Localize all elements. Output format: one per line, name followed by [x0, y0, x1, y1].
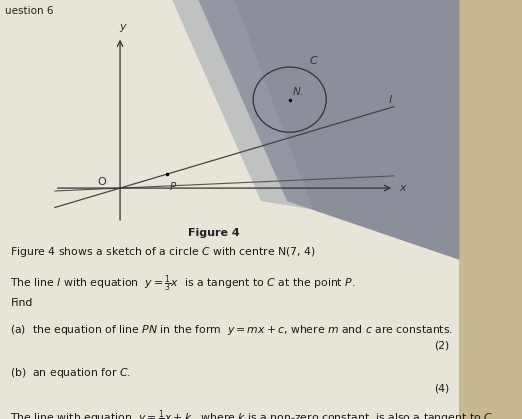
Text: (a)  the equation of line $PN$ in the form  $y = mx + c$, where $m$ and $c$ are : (a) the equation of line $PN$ in the for… [10, 323, 454, 337]
Polygon shape [198, 0, 459, 260]
FancyBboxPatch shape [459, 0, 522, 419]
Text: y: y [120, 22, 126, 32]
Text: The line with equation  $y = \frac{1}{3}x + k$,  where $k$ is a non-zero constan: The line with equation $y = \frac{1}{3}x… [10, 409, 496, 419]
Text: P: P [169, 182, 175, 192]
Text: N.: N. [292, 87, 303, 97]
Text: (2): (2) [434, 341, 449, 351]
Text: Find: Find [10, 298, 33, 308]
Text: (4): (4) [434, 383, 449, 393]
Text: C: C [310, 56, 317, 66]
Text: (b)  an equation for $C$.: (b) an equation for $C$. [10, 366, 132, 380]
Text: Figure 4: Figure 4 [188, 228, 240, 238]
Text: x: x [399, 183, 406, 193]
Text: l: l [389, 95, 392, 105]
Text: Figure 4 shows a sketch of a circle $C$ with centre N(7, 4): Figure 4 shows a sketch of a circle $C$ … [10, 245, 316, 259]
Text: uestion 6: uestion 6 [5, 6, 54, 16]
Polygon shape [172, 0, 313, 210]
Text: O: O [98, 177, 106, 187]
Text: The line $l$ with equation  $y = \frac{1}{3}x$  is a tangent to $C$ at the point: The line $l$ with equation $y = \frac{1}… [10, 274, 356, 295]
